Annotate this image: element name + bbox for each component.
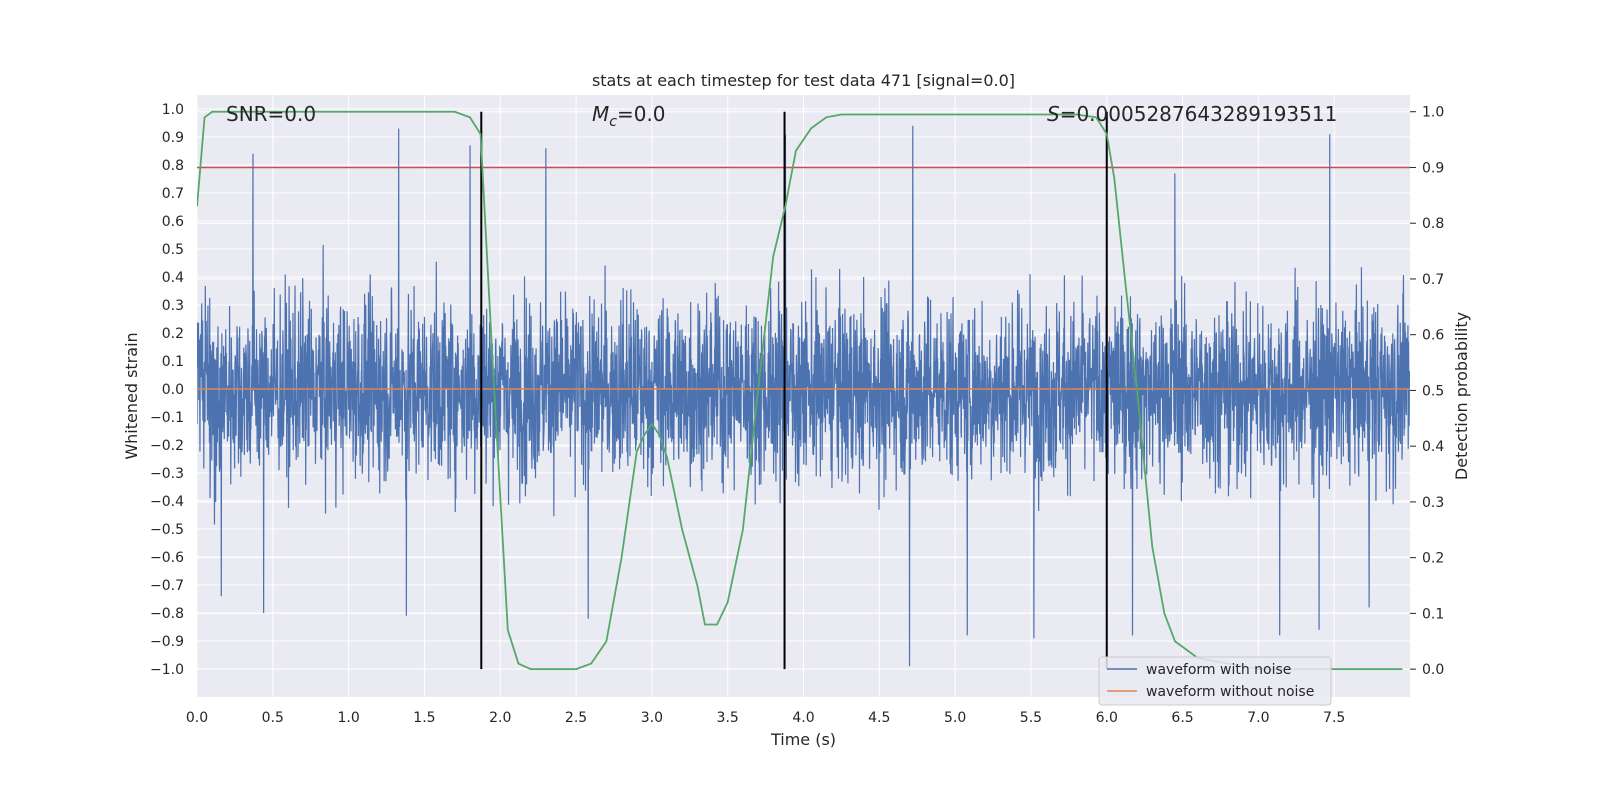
- y-right-tick-label: 0.2: [1422, 551, 1444, 567]
- y-left-tick-label: 0.8: [162, 158, 184, 174]
- x-tick-label: 0.5: [262, 710, 284, 726]
- legend-box: [1098, 656, 1332, 706]
- y-right-tick-label: 0.3: [1422, 495, 1444, 511]
- y-left-tick-label: 0.2: [162, 326, 184, 342]
- y-left-tick-label: −1.0: [150, 662, 184, 678]
- y-right-tick-label: 0.8: [1422, 216, 1444, 232]
- x-tick-label: 0.0: [186, 710, 208, 726]
- y-left-tick-label: −0.8: [150, 606, 184, 622]
- x-tick-label: 6.5: [1171, 710, 1193, 726]
- x-tick-label: 3.0: [641, 710, 663, 726]
- x-tick-label: 4.5: [868, 710, 890, 726]
- series-waveform-with-noise: [197, 125, 1410, 667]
- y-right-tick-label: 0.9: [1422, 160, 1444, 176]
- mc-subscript: c: [609, 114, 617, 130]
- y-right-tick-label: 0.1: [1422, 606, 1444, 622]
- y-left-tick-label: −0.9: [150, 634, 184, 650]
- y-right-tick-label: 0.7: [1422, 272, 1444, 288]
- y-left-tick-label: 0.0: [162, 382, 184, 398]
- y-left-tick-label: 0.3: [162, 298, 184, 314]
- legend-label-waveform-without-noise: waveform without noise: [1146, 684, 1314, 700]
- y-left-tick-label: −0.1: [150, 410, 184, 426]
- y-right-tick-label: 0.0: [1422, 662, 1444, 678]
- x-tick-label: 6.0: [1096, 710, 1118, 726]
- y-left-tick-label: 1.0: [162, 102, 184, 118]
- chirp-mass-annotation: Mc=0.0: [592, 102, 666, 130]
- y-right-tick-label: 0.4: [1422, 439, 1444, 455]
- legend-label-waveform-with-noise: waveform with noise: [1146, 662, 1291, 678]
- y-right-tick-label: 1.0: [1422, 105, 1444, 121]
- y-right-tick-label: 0.6: [1422, 328, 1444, 344]
- y-right-tick-label: 0.5: [1422, 383, 1444, 399]
- s-annotation: S=0.0005287643289193511: [1047, 102, 1337, 126]
- ticks: 0.0 0.5 1.0 1.5 2.0 2.5 3.0 3.5 4.0 4.5 5.0 5.5 6.0 6…: [150, 102, 1444, 726]
- x-tick-label: 2.0: [489, 710, 511, 726]
- y-left-tick-label: 0.5: [162, 242, 184, 258]
- y-left-tick-label: 0.7: [162, 186, 184, 202]
- x-tick-label: 1.5: [413, 710, 435, 726]
- x-tick-label: 5.0: [944, 710, 966, 726]
- s-symbol: S: [1047, 102, 1060, 126]
- s-value: =0.0005287643289193511: [1060, 102, 1338, 126]
- x-tick-label: 2.5: [565, 710, 587, 726]
- x-tick-label: 5.5: [1020, 710, 1042, 726]
- series-detection-probability: [197, 110, 1403, 671]
- y-left-tick-label: −0.5: [150, 522, 184, 538]
- y-left-tick-label: −0.6: [150, 550, 184, 566]
- y-left-tick-label: 0.4: [162, 270, 184, 286]
- y-axis-left-label: Whitened strain: [122, 332, 141, 459]
- y-left-tick-label: −0.4: [150, 494, 184, 510]
- legend: waveform with noise waveform without noi…: [1098, 656, 1332, 706]
- y-left-tick-label: −0.2: [150, 438, 184, 454]
- mc-value: =0.0: [617, 102, 666, 126]
- y-left-tick-label: −0.3: [150, 466, 184, 482]
- x-tick-label: 1.0: [337, 710, 359, 726]
- y-axis-right-label: Detection probability: [1452, 312, 1471, 480]
- series-layer: [197, 110, 1410, 671]
- x-tick-label: 7.5: [1323, 710, 1345, 726]
- y-left-tick-label: 0.1: [162, 354, 184, 370]
- y-left-tick-label: 0.6: [162, 214, 184, 230]
- x-tick-label: 4.0: [792, 710, 814, 726]
- snr-annotation: SNR=0.0: [226, 102, 316, 126]
- x-tick-label: 7.0: [1247, 710, 1269, 726]
- x-tick-label: 3.5: [717, 710, 739, 726]
- y-left-tick-label: 0.9: [162, 130, 184, 146]
- y-left-tick-label: −0.7: [150, 578, 184, 594]
- mc-symbol: M: [592, 102, 609, 126]
- x-axis-label: Time (s): [770, 730, 836, 749]
- chart-title: stats at each timestep for test data 471…: [592, 71, 1015, 90]
